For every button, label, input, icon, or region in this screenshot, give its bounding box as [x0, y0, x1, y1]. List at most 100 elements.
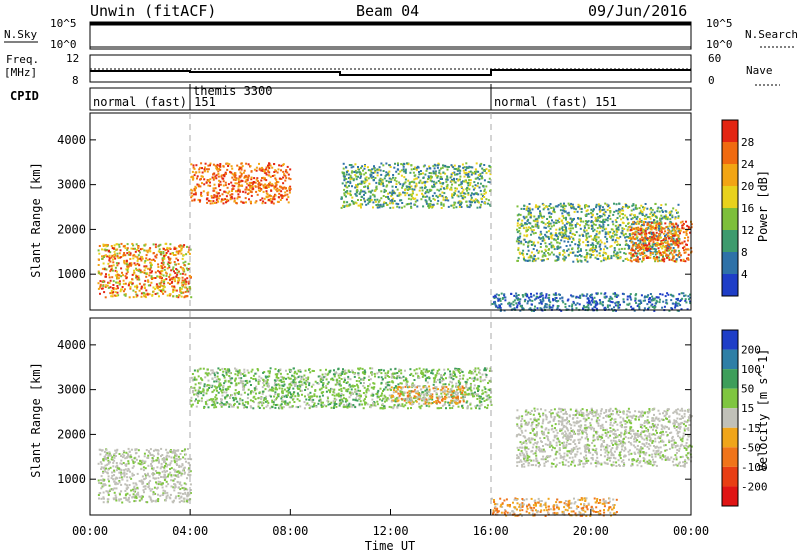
power-echo-cell: [519, 252, 522, 255]
power-echo-cell: [400, 199, 403, 202]
power-echo-cell: [376, 171, 379, 174]
power-echo-cell: [504, 299, 507, 302]
power-echo-cell: [177, 296, 180, 299]
power-echo-cell: [404, 189, 406, 191]
power-echo-cell: [673, 260, 676, 263]
power-echo-cell: [539, 213, 542, 216]
power-echo-cell: [573, 210, 576, 213]
power-echo-cell: [196, 177, 198, 180]
power-echo-cell: [558, 253, 561, 256]
power-echo-cell: [616, 217, 619, 219]
power-echo-cell: [515, 294, 518, 297]
power-echo-cell: [469, 181, 472, 184]
power-echo-cell: [562, 301, 565, 304]
power-echo-cell: [468, 188, 471, 191]
power-echo-cell: [489, 181, 492, 184]
power-echo-cell: [114, 266, 117, 269]
power-echo-cell: [158, 248, 161, 251]
power-echo-cell: [144, 260, 147, 262]
velocity-echo-cell: [278, 379, 281, 382]
velocity-echo-cell: [134, 448, 137, 451]
power-echo-cell: [668, 247, 670, 250]
velocity-echo-cell: [118, 476, 121, 479]
power-echo-cell: [264, 183, 267, 186]
power-echo-cell: [457, 190, 460, 193]
power-echo-cell: [575, 231, 578, 234]
power-echo-cell: [227, 165, 230, 167]
power-echo-cell: [668, 249, 670, 252]
power-echo-cell: [388, 174, 390, 177]
power-echo-cell: [660, 231, 663, 234]
power-echo-cell: [634, 244, 637, 246]
power-echo-cell: [548, 253, 551, 256]
power-echo-cell: [578, 234, 581, 237]
velocity-echo-cell: [140, 463, 143, 466]
power-echo-cell: [172, 254, 175, 256]
power-echo-cell: [677, 203, 680, 206]
power-echo-cell: [430, 206, 433, 208]
power-echo-cell: [567, 202, 570, 205]
velocity-echo-cell: [187, 468, 190, 471]
power-echo-cell: [392, 206, 395, 209]
power-echo-cell: [498, 298, 501, 301]
power-echo-cell: [382, 182, 384, 185]
power-echo-cell: [348, 177, 350, 179]
velocity-echo-cell: [131, 466, 134, 469]
power-echo-cell: [149, 268, 151, 271]
power-echo-cell: [385, 185, 388, 188]
power-echo-cell: [622, 209, 625, 212]
power-echo-cell: [575, 295, 578, 298]
power-echo-cell: [569, 244, 572, 247]
power-echo-cell: [554, 292, 557, 295]
power-echo-cell: [464, 179, 467, 182]
power-echo-cell: [185, 253, 188, 256]
power-echo-cell: [559, 209, 562, 212]
power-echo-cell: [518, 251, 521, 254]
power-echo-cell: [343, 188, 346, 191]
power-echo-cell: [400, 169, 403, 172]
power-echo-cell: [411, 180, 414, 183]
power-echo-cell: [418, 173, 421, 176]
velocity-echo-cell: [138, 480, 141, 483]
power-echo-cell: [468, 165, 471, 168]
power-echo-cell: [579, 224, 581, 227]
velocity-echo-cell: [149, 496, 152, 499]
velocity-echo-cell: [186, 494, 189, 497]
power-echo-cell: [393, 191, 396, 194]
power-echo-cell: [629, 240, 632, 242]
power-echo-cell: [658, 221, 661, 224]
power-echo-cell: [466, 205, 469, 208]
power-echo-cell: [259, 199, 262, 202]
power-echo-cell: [199, 185, 202, 188]
power-echo-cell: [637, 303, 640, 306]
power-echo-cell: [156, 285, 159, 288]
velocity-echo-cell: [462, 398, 465, 401]
velocity-echo-cell: [114, 455, 117, 457]
power-echo-cell: [139, 248, 142, 251]
power-echo-cell: [588, 249, 591, 252]
velocity-echo-cell: [114, 477, 117, 480]
power-echo-cell: [244, 191, 247, 194]
power-echo-cell: [385, 189, 387, 192]
power-echo-cell: [639, 238, 642, 241]
power-echo-cell: [498, 294, 500, 297]
power-echo-cell: [541, 259, 544, 262]
power-echo-cell: [241, 165, 244, 168]
cpid-strip: normal (fast) 151 themis 3300 normal (fa…: [89, 84, 692, 111]
power-echo-cell: [230, 165, 233, 168]
power-echo-cell: [123, 252, 126, 254]
power-echo-cell: [128, 283, 130, 286]
velocity-echo-cell: [144, 477, 147, 480]
power-echo-cell: [576, 210, 579, 213]
velocity-echo-cell: [186, 500, 188, 503]
power-echo-cell: [460, 203, 462, 206]
power-echo-cell: [516, 222, 519, 225]
power-echo-cell: [654, 221, 657, 224]
power-echo-cell: [641, 213, 644, 216]
velocity-echo-cell: [165, 495, 168, 498]
power-echo-cell: [666, 225, 669, 228]
velocity-echo-cell: [415, 368, 418, 371]
velocity-echo-cell: [129, 470, 131, 473]
power-echo-cell: [257, 189, 260, 192]
cpid-label: CPID: [10, 89, 39, 103]
